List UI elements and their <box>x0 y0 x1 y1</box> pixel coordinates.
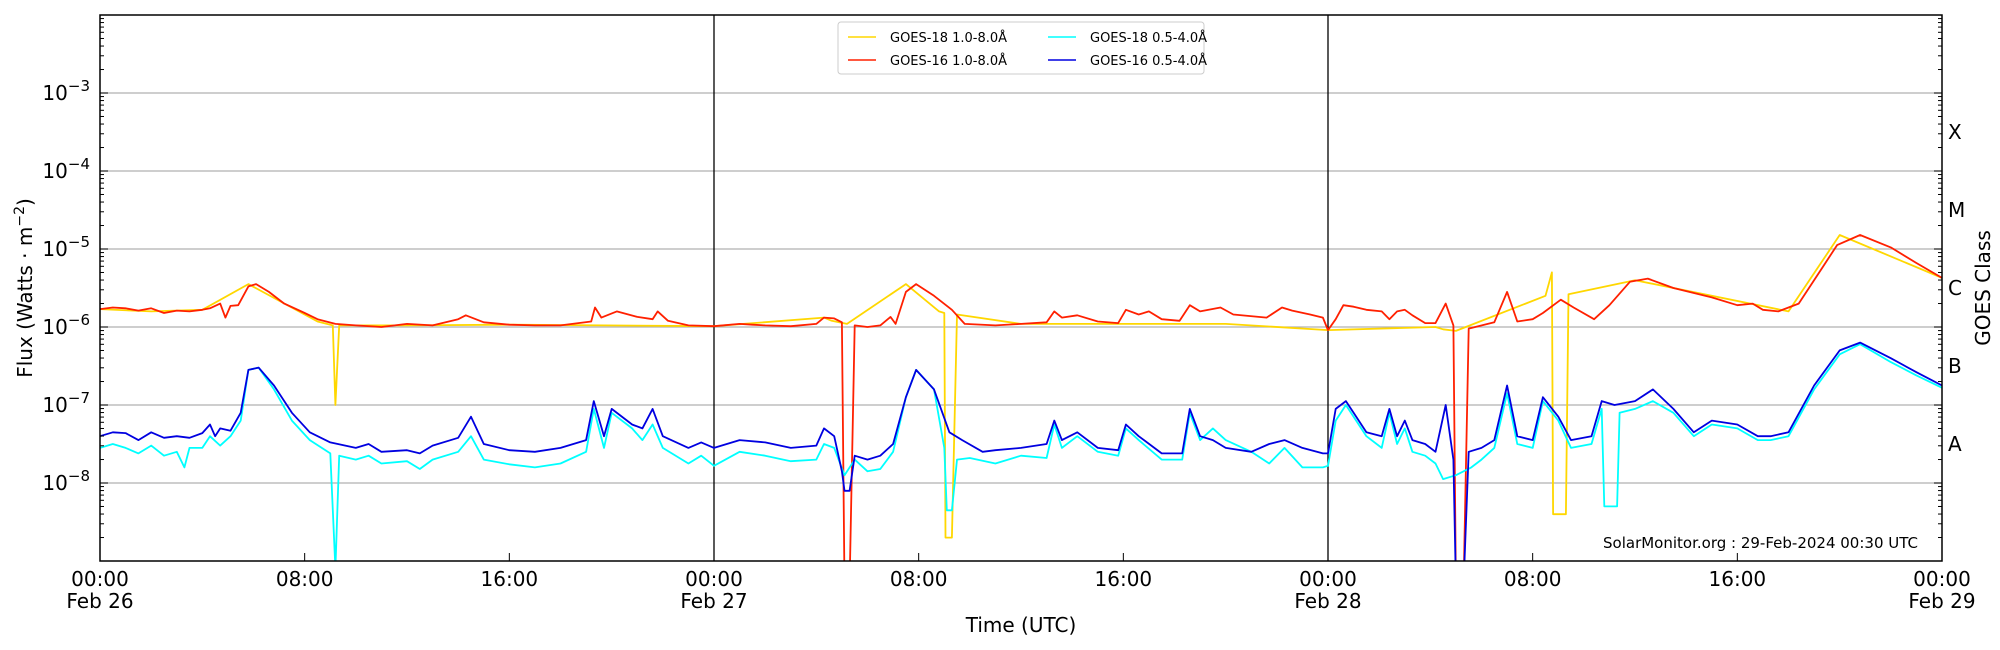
legend-label: GOES-18 1.0-8.0Å <box>890 30 1007 46</box>
legend-label: GOES-18 0.5-4.0Å <box>1090 30 1207 46</box>
x-tick-label: 16:00 <box>481 567 539 591</box>
goes-class-C: C <box>1948 276 1962 300</box>
goes-class-M: M <box>1948 198 1965 222</box>
x-tick-label: 08:00 <box>276 567 334 591</box>
y-tick-label: 10−5 <box>42 233 90 261</box>
axis-ticks <box>99 18 1943 561</box>
x-tick-label: 00:00 <box>71 567 129 591</box>
x-axis-title: Time (UTC) <box>965 613 1077 637</box>
plot-frame <box>99 14 1943 562</box>
legend-box <box>837 21 1205 75</box>
x-tick-date-label: Feb 27 <box>680 589 747 613</box>
y-tick-labels: 10−3 10−4 10−5 10−6 10−7 10−8 <box>42 77 90 495</box>
x-tick-label: 16:00 <box>1709 567 1767 591</box>
x-tick-date-label: Feb 28 <box>1294 589 1361 613</box>
goes-class-B: B <box>1948 354 1962 378</box>
data-series <box>100 234 1942 561</box>
legend-item: GOES-18 1.0-8.0Å <box>848 30 1007 46</box>
x-tick-date-label: Feb 26 <box>66 589 133 613</box>
x-tick-label: 16:00 <box>1095 567 1153 591</box>
legend-label: GOES-16 1.0-8.0Å <box>890 53 1007 69</box>
day-boundary-lines <box>713 15 1329 561</box>
x-tick-label: 08:00 <box>1504 567 1562 591</box>
goes-class-A: A <box>1948 432 1962 456</box>
y2-axis-title: GOES Class <box>1971 230 1995 346</box>
y-tick-label: 10−8 <box>42 467 90 495</box>
x-tick-label: 00:00 <box>1913 567 1971 591</box>
x-tick-date-label: Feb 29 <box>1908 589 1975 613</box>
legend-item: GOES-16 1.0-8.0Å <box>848 53 1007 69</box>
series-line-2 <box>100 343 1942 561</box>
y-tick-label: 10−6 <box>42 311 90 339</box>
legend: GOES-18 1.0-8.0Å GOES-18 0.5-4.0Å GOES-16 … <box>837 21 1207 75</box>
y-tick-label: 10−4 <box>42 155 90 183</box>
x-tick-label: 00:00 <box>685 567 743 591</box>
legend-label: GOES-16 0.5-4.0Å <box>1090 53 1207 69</box>
x-tick-label: 00:00 <box>1299 567 1357 591</box>
y-tick-label: 10−3 <box>42 77 90 105</box>
gridlines <box>100 92 1942 484</box>
credit-text: SolarMonitor.org : 29-Feb-2024 00:30 UTC <box>1603 534 1918 552</box>
series-line-1 <box>100 234 1942 561</box>
x-tick-label: 08:00 <box>890 567 948 591</box>
goes-class-labels: X M C B A <box>1948 120 1965 456</box>
y-axis-title: Flux (Watts · m−2) <box>12 198 37 378</box>
y-tick-label: 10−7 <box>42 389 90 417</box>
legend-item: GOES-16 0.5-4.0Å <box>1048 53 1207 69</box>
goes-class-X: X <box>1948 120 1962 144</box>
series-line-3 <box>100 341 1942 561</box>
legend-item: GOES-18 0.5-4.0Å <box>1048 30 1207 46</box>
series-line-0 <box>100 234 1942 539</box>
